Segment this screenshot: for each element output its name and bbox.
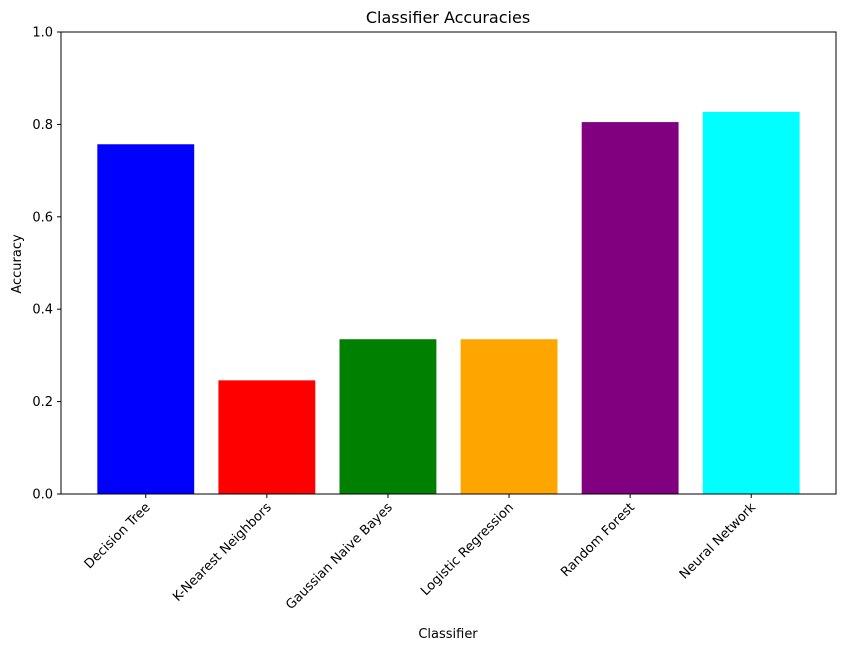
- x-tick-label: Logistic Regression: [418, 500, 517, 599]
- bar-k-nearest-neighbors: [218, 380, 316, 494]
- x-tick-label: Decision Tree: [82, 500, 154, 572]
- plot-frame: [60, 31, 837, 495]
- y-tick-label: 1.0: [32, 26, 53, 41]
- bars-group: [97, 111, 800, 495]
- y-axis-title: Accuracy: [10, 234, 25, 294]
- y-tick-label: 0.4: [32, 303, 53, 318]
- x-tick-label: K-Nearest Neighbors: [170, 500, 275, 605]
- bar-random-forest: [581, 122, 679, 494]
- bar-logistic-regression: [460, 339, 558, 494]
- bar-decision-tree: [97, 144, 195, 495]
- x-tick-label: Random Forest: [558, 500, 638, 580]
- chart-title: Classifier Accuracies: [366, 8, 530, 27]
- x-axis: Decision Tree K-Nearest Neighbors Gaussian…: [82, 494, 760, 613]
- bar-gaussian-naive-bayes: [339, 339, 437, 494]
- x-tick-label: Neural Network: [677, 500, 760, 583]
- y-tick-label: 0.0: [32, 488, 53, 503]
- y-tick-label: 0.6: [32, 210, 53, 225]
- y-axis: 0.0 0.2 0.4 0.6 0.8 1.0: [32, 26, 61, 503]
- y-tick-label: 0.2: [32, 395, 53, 410]
- x-tick-label: Gaussian Naive Bayes: [283, 500, 396, 613]
- y-tick-label: 0.8: [32, 118, 53, 133]
- x-axis-title: Classifier: [418, 627, 478, 642]
- bar-neural-network: [702, 111, 800, 495]
